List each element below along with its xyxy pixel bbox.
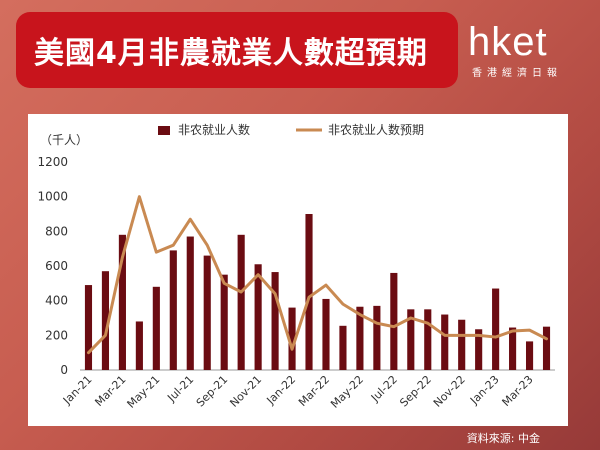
bar-Feb-23 [509, 327, 517, 370]
bar-Dec-21 [271, 272, 279, 370]
legend-bar-label: 非农就业人数 [178, 122, 250, 137]
chart-panel: （千人） 0 200 400 600 800 1000 1200 Jan-21 Mar-21 May… [28, 114, 568, 426]
bar-Dec-22 [475, 329, 483, 370]
title-banner: 美國4月非農就業人數超預期 [16, 12, 458, 88]
x-tick-label: Jan-22 [264, 373, 299, 408]
bar-Oct-22 [441, 314, 449, 370]
bar-Feb-21 [101, 271, 110, 370]
x-tick-label: Jul-21 [164, 373, 196, 405]
y-tick-label: 200 [45, 328, 68, 342]
logo-wordmark: hket [468, 20, 548, 64]
source-note: 資料來源: 中金 [466, 432, 540, 445]
bar-Sep-21 [220, 274, 228, 370]
y-unit-label: （千人） [40, 133, 88, 147]
bar-Jun-22 [373, 305, 381, 370]
x-tick-label: Nov-22 [431, 373, 468, 410]
bar-Feb-22 [305, 214, 313, 370]
x-tick-label: Nov-21 [227, 373, 264, 410]
logo-subtitle: 香港經濟日報 [472, 68, 562, 79]
bar-May-22 [356, 306, 364, 370]
bar-Jan-22 [288, 307, 296, 370]
y-tick-label: 800 [45, 224, 68, 238]
legend-line-label: 非农就业人数预期 [328, 122, 424, 137]
legend-bar-swatch [158, 126, 170, 135]
x-tick-label: Jan-21 [60, 373, 95, 408]
bar-Jan-23 [492, 288, 500, 370]
expectation-line [86, 195, 549, 355]
bar-Jul-22 [390, 272, 398, 370]
bar-Apr-21 [135, 321, 143, 370]
bar-Jan-21 [84, 285, 93, 370]
bar-Sep-22 [424, 309, 432, 370]
x-tick-label: Mar-21 [92, 373, 128, 409]
x-tick-label: Mar-23 [500, 373, 536, 409]
x-tick-label: Jul-22 [368, 373, 400, 405]
bar-Apr-23 [542, 326, 551, 370]
hket-logo: hket 香港經濟日報 [468, 22, 588, 82]
bar-Aug-22 [407, 309, 415, 370]
x-tick-label: Sep-21 [194, 373, 231, 410]
bar-Jul-21 [186, 236, 194, 370]
bar-Oct-21 [237, 234, 245, 370]
payroll-chart: （千人）020040060080010001200Jan-21Mar-21May… [37, 122, 555, 411]
bar-Nov-22 [458, 319, 466, 370]
y-tick-label: 0 [60, 363, 68, 377]
x-tick-label: Jan-23 [467, 373, 502, 408]
bar-Apr-22 [339, 325, 347, 370]
x-tick-label: May-21 [125, 373, 163, 411]
y-tick-label: 1200 [37, 155, 68, 169]
bar-Aug-21 [203, 255, 211, 370]
y-tick-label: 400 [45, 294, 68, 308]
y-tick-label: 1000 [37, 190, 68, 204]
bar-May-21 [152, 286, 160, 370]
y-tick-label: 600 [45, 259, 68, 273]
x-tick-label: May-22 [328, 373, 366, 411]
bar-Jun-21 [169, 250, 177, 370]
bar-Mar-21 [118, 234, 126, 370]
x-tick-label: Mar-22 [296, 373, 332, 409]
x-tick-label: Sep-22 [397, 373, 434, 410]
bar-Mar-22 [322, 298, 330, 370]
bar-Nov-21 [254, 264, 262, 370]
page-title: 美國4月非農就業人數超預期 [34, 36, 428, 71]
bar-Mar-23 [525, 341, 534, 370]
